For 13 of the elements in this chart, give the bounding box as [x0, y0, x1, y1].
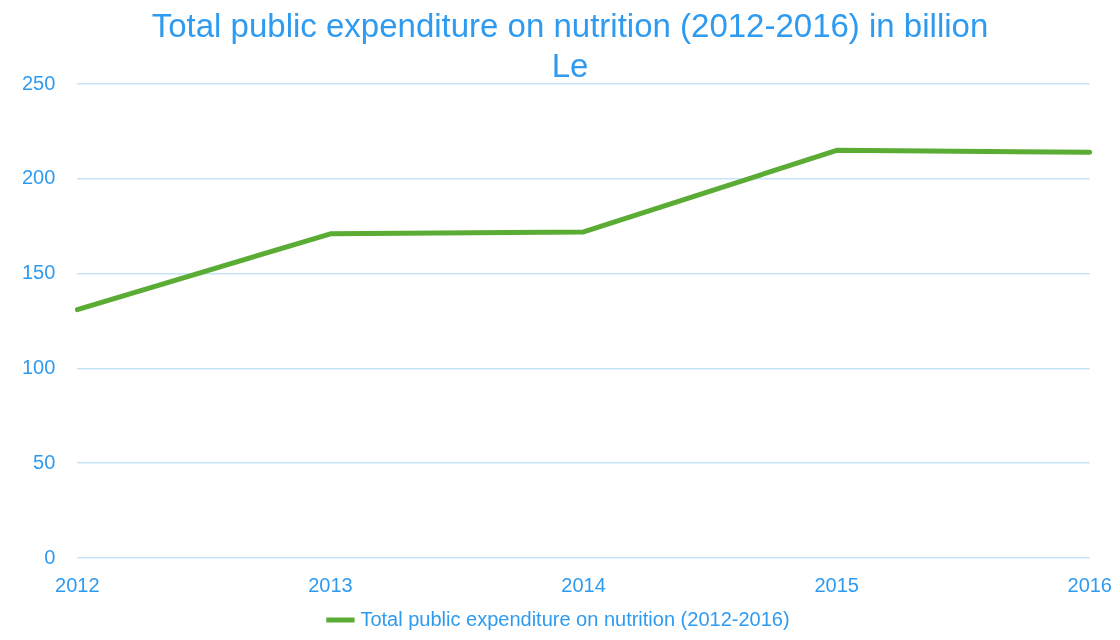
x-tick-label: 2012: [55, 573, 100, 596]
chart-title: Total public expenditure on nutrition (2012-2016) in billion Le: [150, 6, 990, 86]
legend-label: Total public expenditure on nutrition (2012-2016): [360, 607, 790, 630]
y-tick-label: 150: [21, 261, 56, 284]
y-tick-label: 0: [44, 545, 56, 568]
y-tick-label: 50: [33, 450, 56, 473]
x-tick-label: 2014: [561, 573, 606, 596]
x-tick-label: 2016: [1067, 573, 1112, 596]
y-tick-label: 100: [21, 355, 56, 378]
x-tick-label: 2015: [814, 573, 859, 596]
y-tick-label: 250: [21, 71, 56, 94]
y-tick-label: 200: [21, 166, 56, 189]
x-tick-label: 2013: [308, 573, 353, 596]
